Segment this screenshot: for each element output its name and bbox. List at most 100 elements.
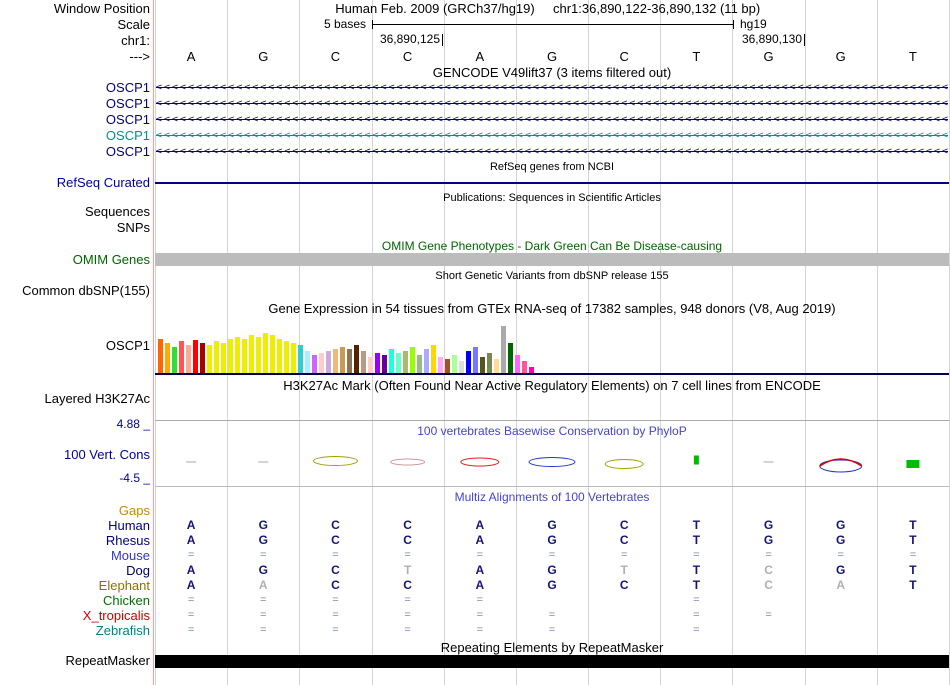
h3k27ac-track-title[interactable]: H3K27Ac Mark (Often Found Near Active Re…: [283, 378, 821, 393]
multiz-species-label-dog[interactable]: Dog: [126, 563, 150, 578]
multiz-base: =: [620, 549, 628, 561]
gtex-bar: [501, 326, 506, 373]
gtex-bar: [473, 347, 478, 373]
multiz-species-label-chicken[interactable]: Chicken: [103, 593, 150, 608]
multiz-base: =: [260, 549, 267, 561]
multiz-base: =: [260, 624, 267, 636]
phylop-max-value: 4.88 _: [116, 417, 150, 431]
gencode-transcript[interactable]: <<<<<<<<<<<<<<<<<<<<<<<<<<<<<<<<<<<<<<<<…: [156, 113, 948, 126]
phylop-track-title[interactable]: 100 vertebrates Basewise Conservation by…: [417, 424, 687, 438]
genome-build: hg19: [740, 17, 767, 31]
refseq-curated-line[interactable]: [155, 182, 949, 184]
track-label-common-dbsnp[interactable]: Common dbSNP(155): [22, 283, 150, 298]
sequence-base: G: [546, 49, 558, 64]
gtex-bar: [403, 351, 408, 373]
multiz-base: G: [836, 533, 846, 547]
gtex-bar: [389, 349, 394, 373]
position-range: chr1:36,890,122-36,890,132 (11 bp): [553, 1, 761, 16]
gtex-track-title[interactable]: Gene Expression in 54 tissues from GTEx …: [268, 301, 836, 316]
grid-line: [876, 0, 878, 685]
multiz-base: A: [186, 578, 196, 592]
multiz-base: A: [475, 533, 485, 547]
label-snps[interactable]: SNPs: [116, 220, 150, 235]
multiz-base: A: [475, 518, 485, 532]
multiz-species-label-gaps[interactable]: Gaps: [118, 503, 150, 518]
gtex-bar: [333, 349, 338, 373]
gtex-bar: [382, 355, 387, 373]
multiz-base: =: [548, 624, 556, 636]
multiz-base: =: [476, 609, 484, 621]
track-label-refseq-curated[interactable]: RefSeq Curated: [56, 175, 150, 190]
track-label-omim-genes[interactable]: OMIM Genes: [72, 252, 150, 267]
gtex-bar: [361, 351, 366, 373]
gencode-transcript[interactable]: <<<<<<<<<<<<<<<<<<<<<<<<<<<<<<<<<<<<<<<<…: [156, 81, 948, 94]
track-label-repeatmasker[interactable]: RepeatMasker: [65, 653, 150, 668]
phylop-shape: [693, 455, 699, 465]
gtex-bar: [375, 353, 380, 373]
track-label-gtex-oscp1[interactable]: OSCP1: [105, 338, 150, 353]
multiz-base: G: [258, 518, 268, 532]
multiz-base: G: [763, 518, 774, 532]
track-label-oscp1[interactable]: OSCP1: [105, 80, 150, 95]
track-label-oscp1[interactable]: OSCP1: [105, 96, 150, 111]
multiz-base: G: [258, 563, 268, 577]
repeatmasker-track-title[interactable]: Repeating Elements by RepeatMasker: [440, 640, 664, 655]
track-label-oscp1[interactable]: OSCP1: [105, 112, 150, 127]
gtex-bar: [340, 347, 345, 373]
gtex-bar: [179, 341, 184, 373]
gtex-bar: [452, 355, 457, 373]
publications-track-title[interactable]: Publications: Sequences in Scientific Ar…: [443, 192, 661, 204]
multiz-base: =: [765, 609, 772, 621]
multiz-base: C: [331, 578, 340, 592]
multiz-base: G: [258, 533, 268, 547]
omim-track-title[interactable]: OMIM Gene Phenotypes - Dark Green Can Be…: [381, 239, 723, 253]
multiz-species-label-zebrafish[interactable]: Zebrafish: [95, 623, 150, 638]
coordinate-left: 36,890,125: [379, 32, 440, 46]
multiz-species-label-x-tropicalis[interactable]: X_tropicalis: [82, 608, 150, 623]
track-label-oscp1[interactable]: OSCP1: [105, 128, 150, 143]
gencode-transcript[interactable]: <<<<<<<<<<<<<<<<<<<<<<<<<<<<<<<<<<<<<<<<…: [156, 129, 948, 142]
multiz-species-label-rhesus[interactable]: Rhesus: [105, 533, 150, 548]
phylop-shape: [604, 459, 644, 469]
multiz-species-label-elephant[interactable]: Elephant: [98, 578, 150, 593]
strand-direction-arrow[interactable]: --->: [129, 49, 150, 64]
multiz-base: T: [909, 578, 917, 592]
multiz-base: =: [693, 549, 700, 561]
sequence-base: G: [258, 49, 269, 64]
multiz-base: C: [619, 533, 629, 547]
gtex-bar: [508, 343, 513, 373]
label-window-position: Window Position: [53, 1, 150, 16]
gtex-bar: [256, 337, 261, 373]
dbsnp-track-title[interactable]: Short Genetic Variants from dbSNP releas…: [435, 270, 669, 282]
gtex-bar: [515, 355, 520, 373]
gencode-transcript[interactable]: <<<<<<<<<<<<<<<<<<<<<<<<<<<<<<<<<<<<<<<<…: [156, 97, 948, 110]
multiz-base: =: [693, 609, 700, 621]
gencode-transcript[interactable]: <<<<<<<<<<<<<<<<<<<<<<<<<<<<<<<<<<<<<<<<…: [156, 145, 948, 158]
phylop-shape: [763, 461, 774, 463]
track-label-100-vert-cons[interactable]: 100 Vert. Cons: [64, 447, 150, 462]
sequence-base: C: [330, 49, 341, 64]
gtex-bar: [459, 361, 464, 373]
grid-line: [227, 0, 229, 685]
multiz-species-label-mouse[interactable]: Mouse: [110, 548, 150, 563]
repeatmasker-bar[interactable]: [155, 655, 949, 668]
refseq-track-title[interactable]: RefSeq genes from NCBI: [489, 161, 615, 173]
phylop-plot[interactable]: [155, 444, 949, 484]
gtex-bar: [417, 355, 422, 373]
scale-bar: [372, 20, 734, 29]
multiz-base: T: [692, 533, 701, 547]
multiz-base: =: [404, 624, 411, 636]
gencode-track-title[interactable]: GENCODE V49lift37 (3 items filtered out): [432, 65, 672, 80]
multiz-track-title[interactable]: Multiz Alignments of 100 Vertebrates: [454, 490, 650, 504]
multiz-base: =: [765, 549, 772, 561]
multiz-base: C: [403, 518, 412, 532]
track-label-oscp1[interactable]: OSCP1: [105, 144, 150, 159]
omim-bar[interactable]: [155, 253, 949, 266]
label-sequences[interactable]: Sequences: [84, 204, 150, 219]
multiz-species-label-human[interactable]: Human: [108, 518, 150, 533]
track-label-layered-h3k27ac[interactable]: Layered H3K27Ac: [44, 391, 150, 406]
multiz-base: =: [332, 549, 339, 561]
gtex-bar: [347, 349, 352, 373]
sequence-base: T: [692, 49, 701, 64]
phylop-baseline: [155, 486, 949, 487]
